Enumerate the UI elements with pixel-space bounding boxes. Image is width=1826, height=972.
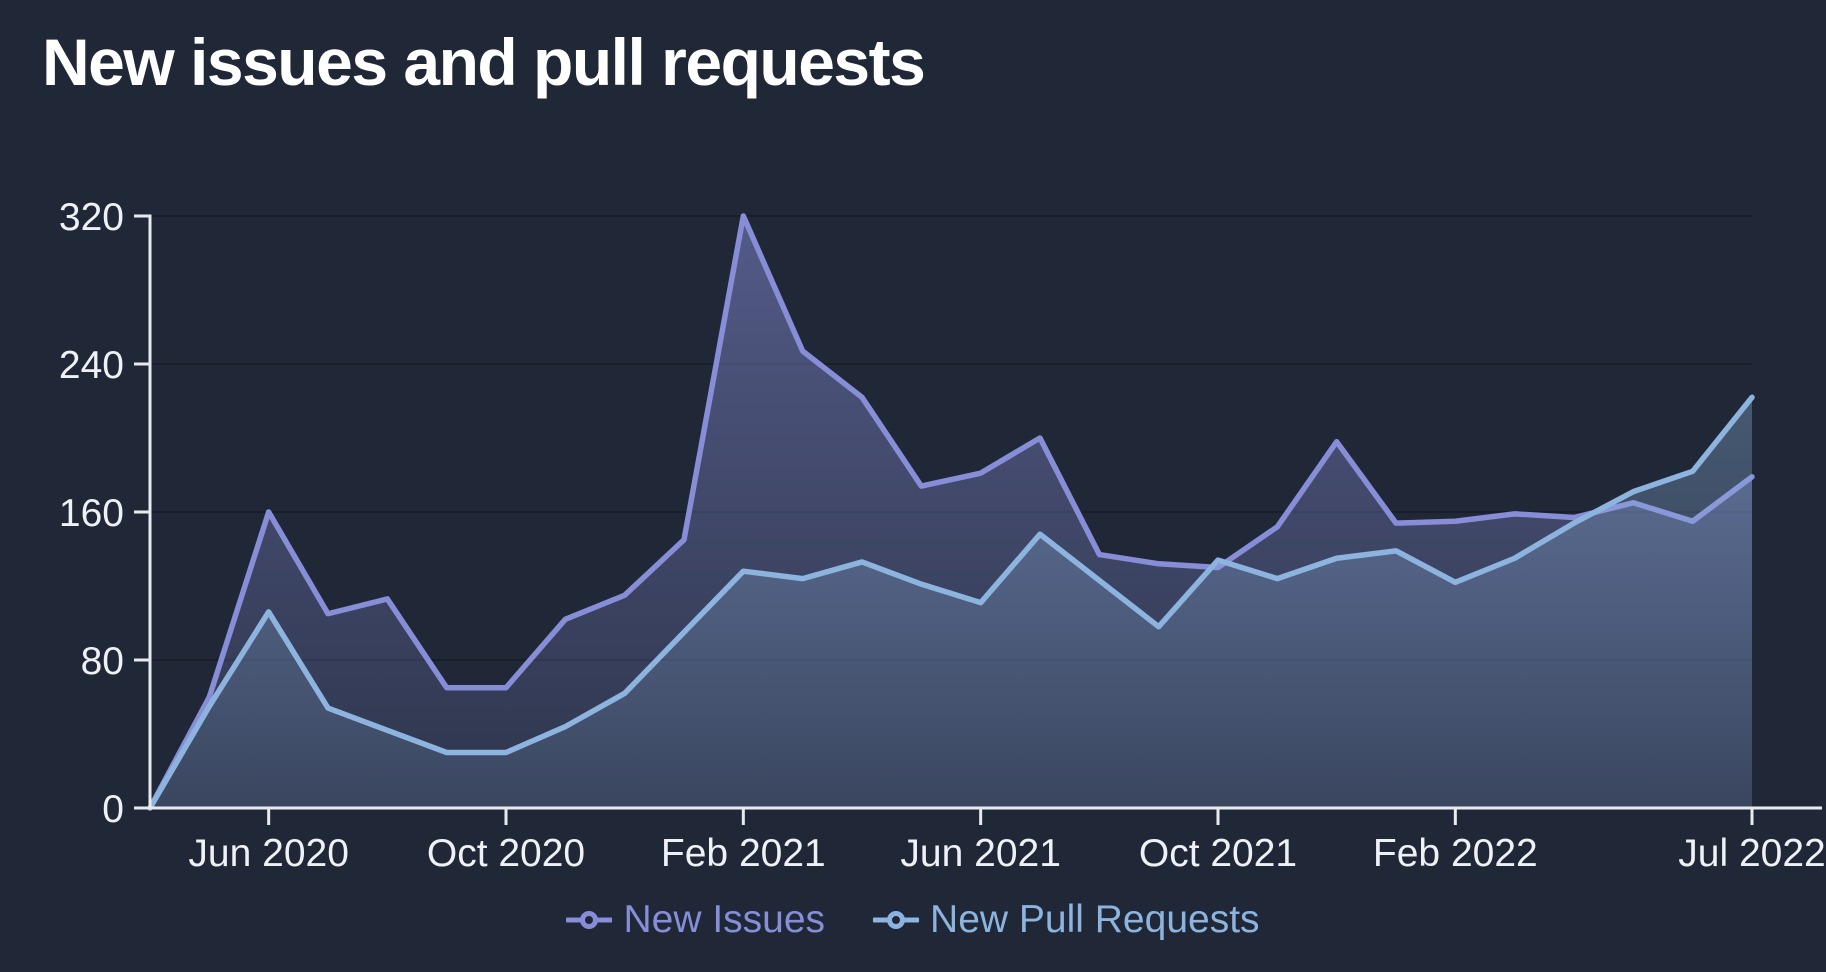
chart-title: New issues and pull requests (42, 25, 926, 99)
x-tick-label-jul-2022: Jul 2022 (1678, 832, 1825, 875)
legend-label-new-pull-requests: New Pull Requests (930, 898, 1260, 941)
x-tick-label-oct-2021: Oct 2021 (1139, 832, 1297, 875)
y-tick-label-160: 160 (59, 492, 124, 535)
legend-item-new-issues[interactable]: New Issues (566, 898, 825, 942)
line-new-pull-requests (147, 394, 1755, 811)
x-tick-label-jun-2020: Jun 2020 (188, 832, 348, 875)
chart-legend: New Issues New Pull Requests (0, 898, 1826, 942)
legend-item-new-pull-requests[interactable]: New Pull Requests (873, 898, 1260, 942)
area-new-pull-requests (150, 397, 1752, 808)
y-tick-label-320: 320 (59, 196, 124, 239)
x-tick-label-feb-2021: Feb 2021 (661, 832, 826, 875)
y-tick-label-0: 0 (102, 788, 124, 831)
legend-label-new-issues: New Issues (623, 898, 826, 941)
y-tick-label-240: 240 (59, 344, 124, 387)
line-circle-marker-icon (566, 911, 613, 929)
x-tick-label-jun-2021: Jun 2021 (900, 832, 1060, 875)
line-new-issues (147, 213, 1755, 811)
x-tick-label-oct-2020: Oct 2020 (427, 832, 585, 875)
line-circle-marker-icon (873, 911, 920, 929)
x-tick-label-feb-2022: Feb 2022 (1373, 832, 1538, 875)
y-tick-label-80: 80 (81, 640, 124, 683)
